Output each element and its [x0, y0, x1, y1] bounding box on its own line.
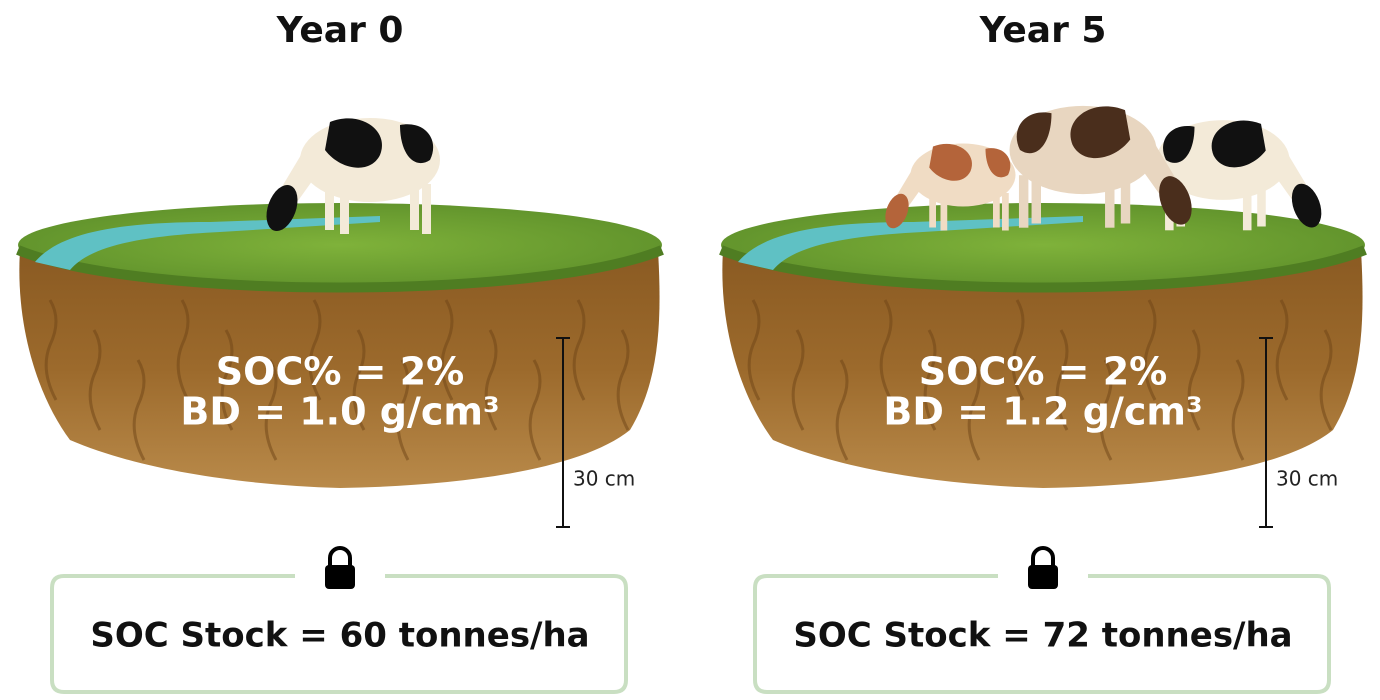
lock-shackle	[330, 548, 350, 566]
soc-stock: SOC Stock = 60 tonnes/ha	[90, 616, 589, 656]
soc-percent: SOC% = 2%	[216, 350, 464, 394]
infographic: Year 0SOC% = 2%BD = 1.0 g/cm³30 cmSOC St…	[0, 0, 1380, 696]
depth-label: 30 cm	[573, 467, 635, 491]
panel-title: Year 0	[276, 10, 404, 51]
cow-leg	[1019, 175, 1028, 228]
panel: Year 5 SOC% = 2%BD = 1.2 g/cm³ 30 cm SOC St…	[721, 10, 1365, 692]
soc-percent: SOC% = 2%	[919, 350, 1167, 394]
panel-title: Year 5	[979, 10, 1107, 51]
soc-stock: SOC Stock = 72 tonnes/ha	[793, 616, 1292, 656]
bulk-density: BD = 1.0 g/cm³	[180, 390, 499, 434]
panel: Year 0 SOC% = 2%BD = 1.0 g/cm³ 30 cm SOC St…	[18, 10, 662, 692]
bulk-density: BD = 1.2 g/cm³	[883, 390, 1202, 434]
cow-leg	[422, 184, 431, 234]
lock-shackle	[1033, 548, 1053, 566]
cow-leg	[1002, 193, 1009, 231]
lock-body	[1028, 565, 1058, 589]
lock-body	[325, 565, 355, 589]
depth-label: 30 cm	[1276, 467, 1338, 491]
